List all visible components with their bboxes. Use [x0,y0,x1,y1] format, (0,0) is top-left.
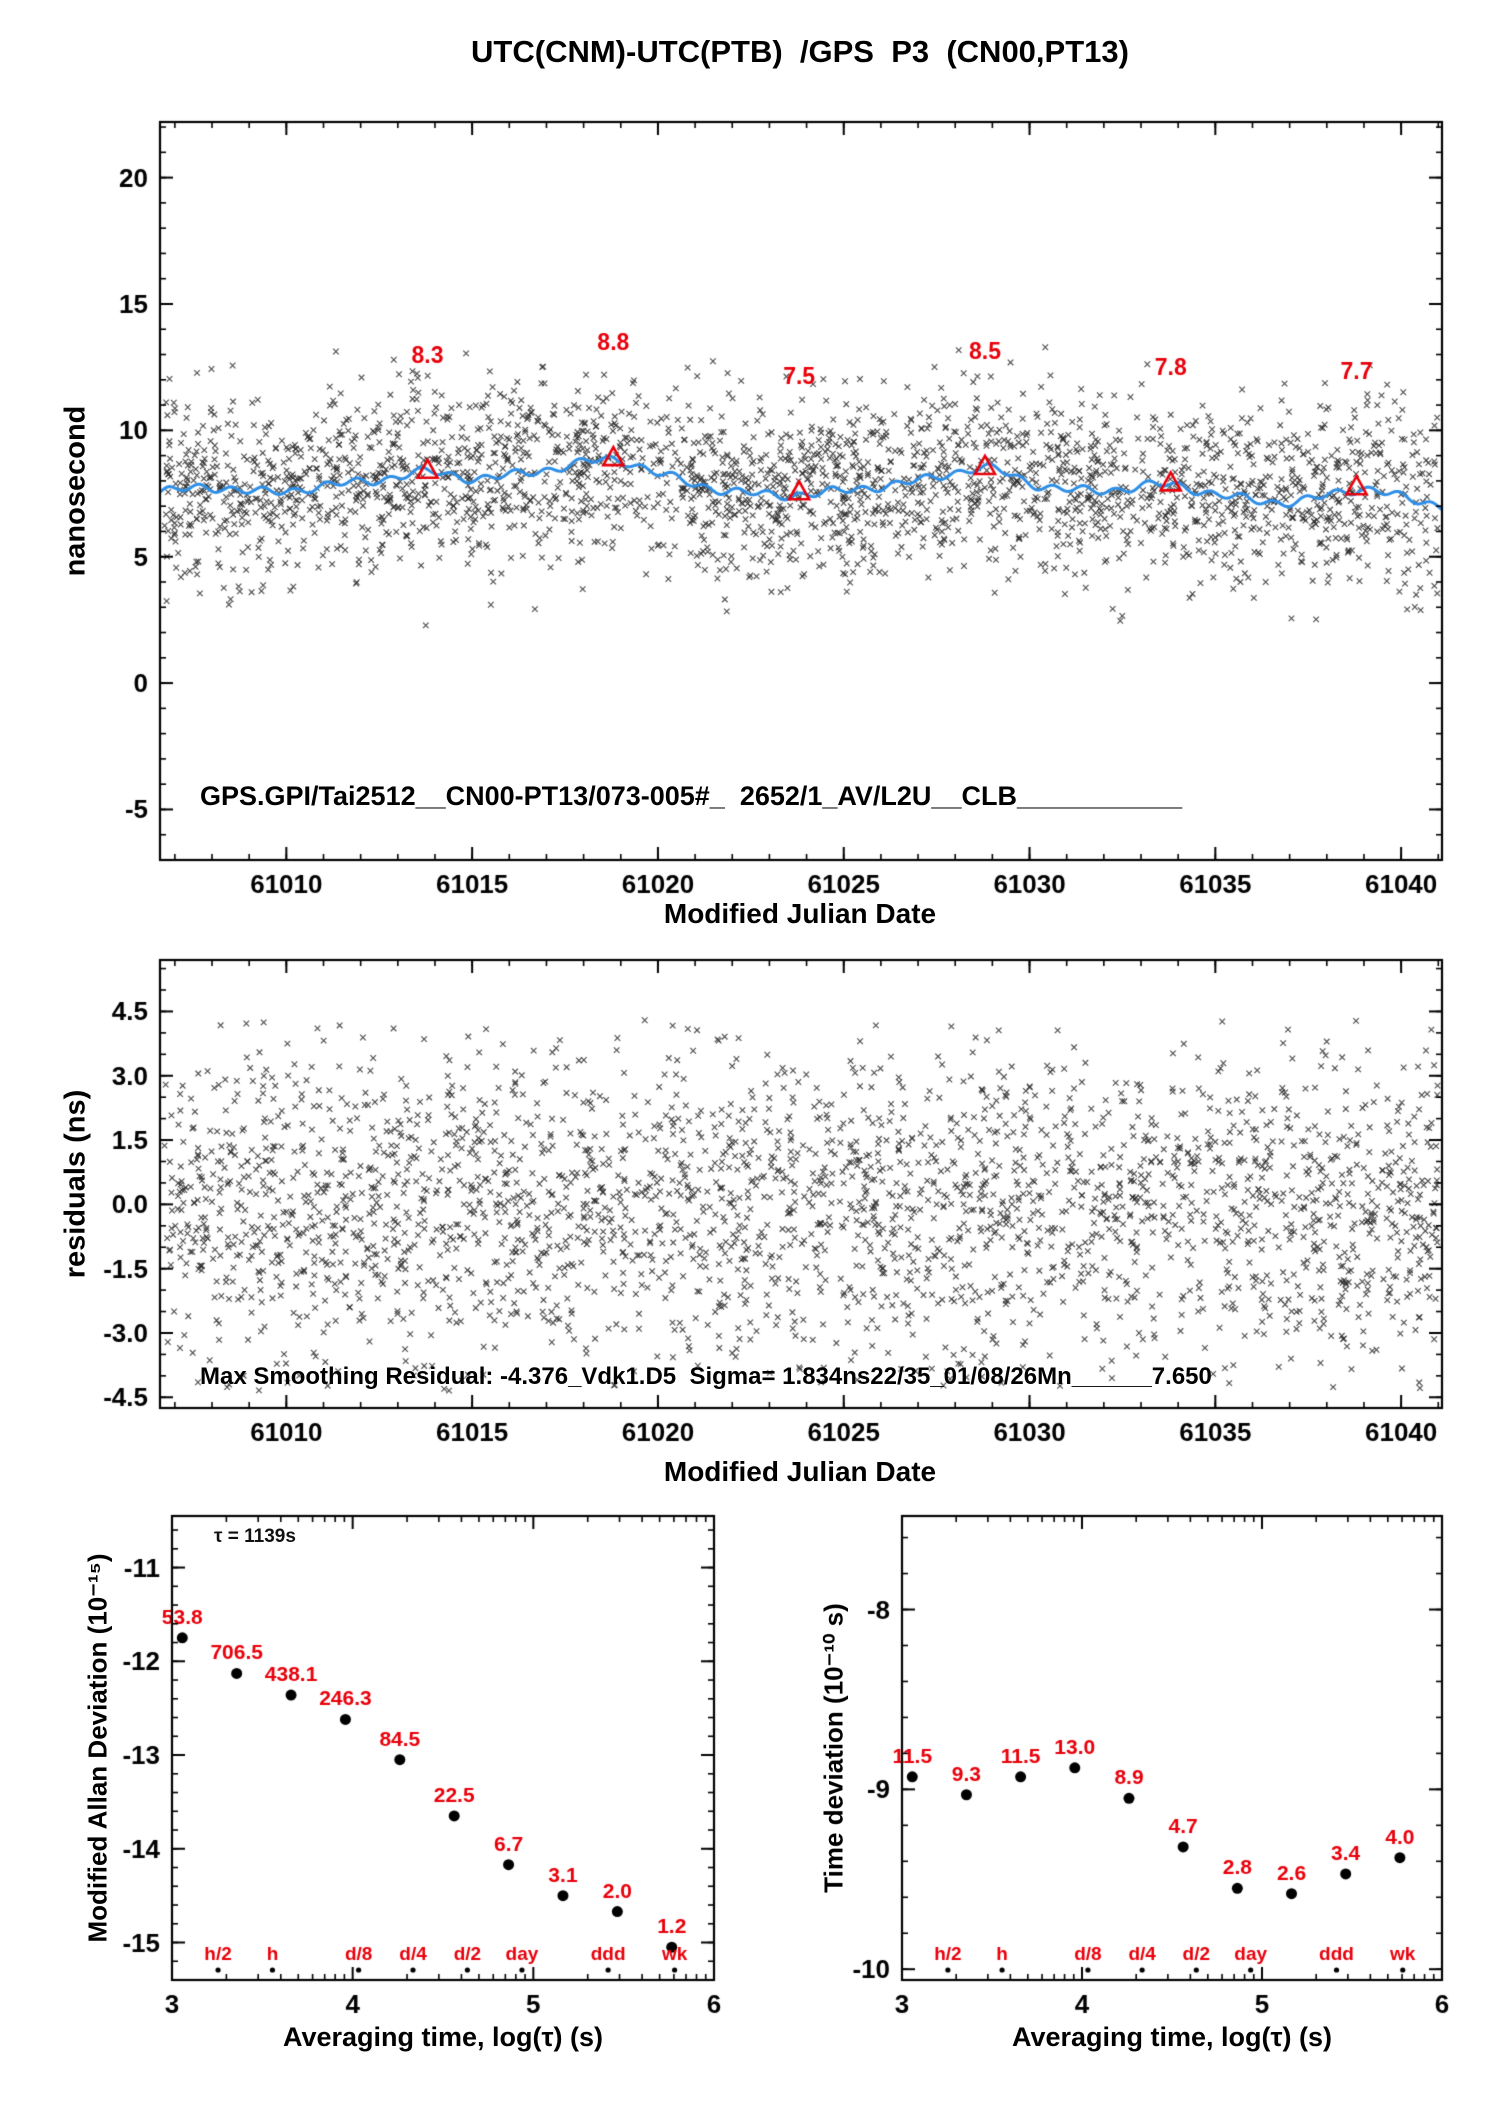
phase-y-axis-label: nanosecond [59,405,92,577]
phase-x-axis-label: Modified Julian Date [663,898,937,929]
residuals-y-axis-label: residuals (ns) [59,1089,92,1279]
phase-annotation: GPS.GPI/Tai2512__CN00-PT13/073-005#_ 265… [200,781,1183,811]
residuals-x-axis-label: Modified Julian Date [663,1456,937,1487]
mdev-y-axis-label: Modified Allan Deviation (10⁻¹⁵) [82,1553,113,1943]
mdev-x-axis-label: Averaging time, log(τ) (s) [282,2022,604,2052]
page-title: UTC(CNM)-UTC(PTB) /GPS P3 (CN00,PT13) [471,34,1129,69]
residuals-annotation: Max Smoothing Residual: -4.376_Vdk1.D5 S… [200,1363,1212,1390]
tdev-x-axis-label: Averaging time, log(τ) (s) [1011,2022,1333,2052]
tdev-y-axis-label: Time deviation (10⁻¹⁰ s) [818,1603,849,1893]
tau-annotation: τ = 1139s [214,1526,296,1547]
